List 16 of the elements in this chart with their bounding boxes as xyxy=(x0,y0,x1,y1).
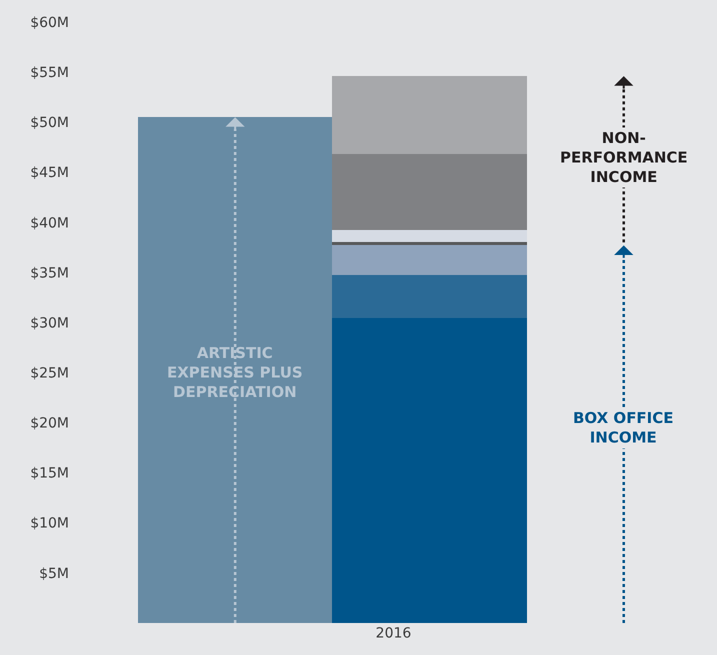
annotation: ARTISTIC EXPENSES PLUS DEPRECIATION xyxy=(167,344,303,401)
y-tick-label: $35M xyxy=(30,265,69,282)
y-tick-label: $45M xyxy=(30,165,69,182)
y-tick-label: $55M xyxy=(30,65,69,82)
y-tick-label: $40M xyxy=(30,215,69,232)
text: BOX OFFICE INCOME xyxy=(573,409,674,446)
y-tick-label: $30M xyxy=(30,315,69,332)
y-tick-label: $20M xyxy=(30,416,69,432)
y-tick-label: $15M xyxy=(30,466,69,482)
y-tick-label: $5M xyxy=(39,566,69,582)
text: NON-PERFORMANCE INCOME xyxy=(560,129,688,186)
y-tick-label: $60M xyxy=(30,14,69,31)
y-tick-label: $25M xyxy=(30,366,69,382)
x-axis-title: 2016 xyxy=(376,625,412,642)
y-tick-label: $10M xyxy=(30,516,69,532)
y-tick-label: $50M xyxy=(30,115,69,132)
